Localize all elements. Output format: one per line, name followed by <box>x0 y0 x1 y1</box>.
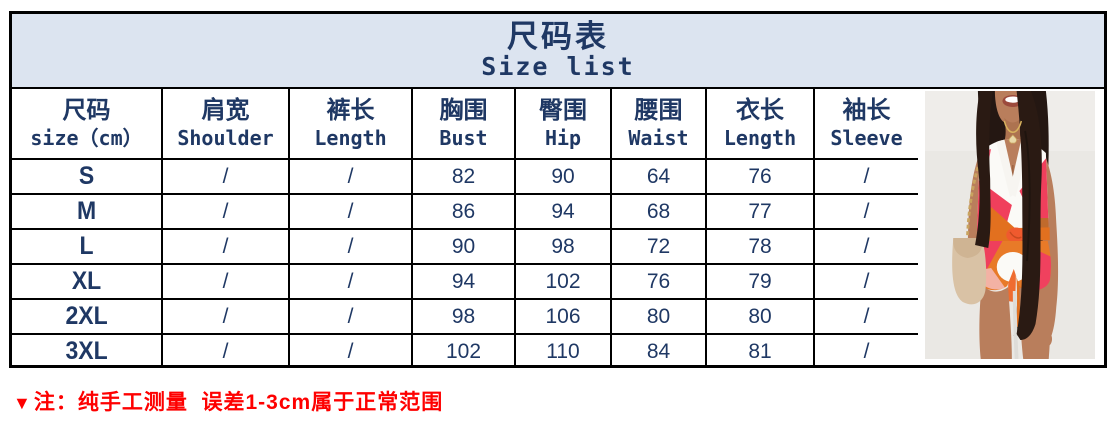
cell-garment-length: 81 <box>705 333 815 369</box>
cell-hip: 110 <box>514 333 612 369</box>
cell-bust: 90 <box>411 228 516 265</box>
cell-waist: 80 <box>610 298 707 335</box>
column-header-bust-en: Bust <box>439 126 488 150</box>
column-header-shoulder: 肩宽 Shoulder <box>161 88 290 160</box>
cell-pants-length: / <box>288 298 413 335</box>
row-size-label: L <box>17 228 157 265</box>
product-photo-panel <box>918 89 1104 365</box>
table-row-s: S / / 82 90 64 76 / <box>12 158 919 195</box>
cell-hip: 106 <box>514 298 612 335</box>
cell-garment-length: 77 <box>705 193 815 230</box>
column-header-pants-length-cn: 裤长 <box>326 97 375 124</box>
chart-title-chinese: 尺码表 <box>507 18 609 54</box>
cell-shoulder: / <box>161 263 290 300</box>
column-header-hip-en: Hip <box>544 126 582 150</box>
column-header-shoulder-cn: 肩宽 <box>201 97 250 124</box>
row-size-label: 3XL <box>17 333 157 369</box>
table-row-xl: XL / / 94 102 76 79 / <box>12 263 919 300</box>
table-row-m: M / / 86 94 68 77 / <box>12 193 919 230</box>
cell-sleeve: / <box>813 228 919 265</box>
column-header-garment-length-cn: 衣长 <box>736 97 784 124</box>
cell-sleeve: / <box>813 158 919 195</box>
column-header-hip: 臀围 Hip <box>514 88 612 160</box>
table-row-l: L / / 90 98 72 78 / <box>12 228 919 265</box>
cell-hip: 90 <box>514 158 612 195</box>
cell-pants-length: / <box>288 333 413 369</box>
cell-shoulder: / <box>161 158 290 195</box>
cell-pants-length: / <box>288 228 413 265</box>
cell-pants-length: / <box>288 158 413 195</box>
cell-pants-length: / <box>288 193 413 230</box>
cell-waist: 72 <box>610 228 707 265</box>
cell-garment-length: 76 <box>705 158 815 195</box>
model-photo <box>925 91 1095 359</box>
cell-pants-length: / <box>288 263 413 300</box>
cell-bust: 98 <box>411 298 516 335</box>
column-header-size-cn: 尺码 <box>62 97 111 124</box>
size-chart-panel: 尺码表 Size list 尺码 size（cm） 肩宽 Shoulder <box>9 11 1107 369</box>
cell-bust: 86 <box>411 193 516 230</box>
cell-shoulder: / <box>161 228 290 265</box>
cell-shoulder: / <box>161 333 290 369</box>
cell-hip: 98 <box>514 228 612 265</box>
column-header-sleeve-en: Sleeve <box>830 126 903 150</box>
cell-hip: 94 <box>514 193 612 230</box>
row-size-label: S <box>17 158 157 195</box>
cell-shoulder: / <box>161 193 290 230</box>
note-triangle-icon: ▼ <box>13 393 32 413</box>
cell-sleeve: / <box>813 333 919 369</box>
size-table: 尺码 size（cm） 肩宽 Shoulder 裤长 Length 胸围 Bus… <box>11 88 919 369</box>
cell-waist: 76 <box>610 263 707 300</box>
cell-garment-length: 80 <box>705 298 815 335</box>
cell-sleeve: / <box>813 263 919 300</box>
column-header-sleeve: 袖长 Sleeve <box>813 88 919 160</box>
measurement-note: ▼注：纯手工测量 误差1-3cm属于正常范围 <box>13 386 443 416</box>
note-text: 注：纯手工测量 误差1-3cm属于正常范围 <box>33 391 444 414</box>
cell-bust: 94 <box>411 263 516 300</box>
row-size-label: XL <box>17 263 157 300</box>
column-header-pants-length: 裤长 Length <box>288 88 413 160</box>
column-header-bust-cn: 胸围 <box>439 97 488 124</box>
chart-title-english: Size list <box>481 52 635 82</box>
column-header-size: 尺码 size（cm） <box>11 88 163 160</box>
column-header-waist-en: Waist <box>628 126 689 150</box>
column-header-garment-length: 衣长 Length <box>705 88 815 160</box>
table-header-row: 尺码 size（cm） 肩宽 Shoulder 裤长 Length 胸围 Bus… <box>11 88 919 160</box>
column-header-garment-length-en: Length <box>723 126 797 150</box>
cell-bust: 102 <box>411 333 516 369</box>
column-header-waist: 腰围 Waist <box>610 88 707 160</box>
cell-sleeve: / <box>813 193 919 230</box>
cell-garment-length: 79 <box>705 263 815 300</box>
cell-shoulder: / <box>161 298 290 335</box>
cell-sleeve: / <box>813 298 919 335</box>
column-header-sleeve-cn: 袖长 <box>842 97 891 124</box>
cell-waist: 84 <box>610 333 707 369</box>
column-header-hip-cn: 臀围 <box>539 97 587 124</box>
cell-waist: 64 <box>610 158 707 195</box>
cell-bust: 82 <box>411 158 516 195</box>
cell-waist: 68 <box>610 193 707 230</box>
cell-hip: 102 <box>514 263 612 300</box>
column-header-size-en: size（cm） <box>30 126 143 150</box>
column-header-shoulder-en: Shoulder <box>177 126 274 150</box>
table-row-3xl: 3XL / / 102 110 84 81 / <box>12 333 919 369</box>
row-size-label: M <box>17 193 157 230</box>
table-row-2xl: 2XL / / 98 106 80 80 / <box>12 298 919 335</box>
column-header-waist-cn: 腰围 <box>634 97 683 124</box>
chart-body: 尺码 size（cm） 肩宽 Shoulder 裤长 Length 胸围 Bus… <box>11 88 1104 369</box>
column-header-bust: 胸围 Bust <box>411 88 516 160</box>
column-header-pants-length-en: Length <box>314 126 387 150</box>
cell-garment-length: 78 <box>705 228 815 265</box>
chart-header: 尺码表 Size list <box>12 14 1104 89</box>
row-size-label: 2XL <box>17 298 157 335</box>
